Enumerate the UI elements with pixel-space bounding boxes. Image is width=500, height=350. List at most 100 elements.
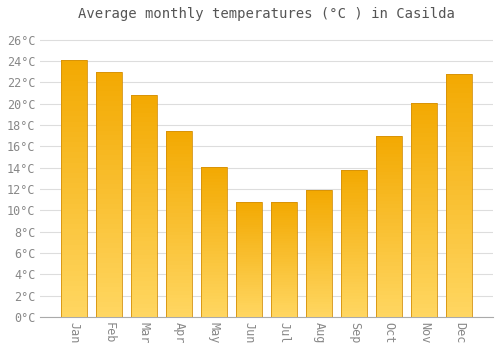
Bar: [271, 257, 297, 259]
Bar: [446, 307, 472, 312]
Bar: [411, 103, 438, 107]
Bar: [201, 167, 228, 169]
Bar: [131, 264, 157, 268]
Bar: [131, 210, 157, 215]
Bar: [306, 198, 332, 200]
Bar: [96, 180, 122, 184]
Bar: [201, 188, 228, 191]
Bar: [166, 191, 192, 194]
Bar: [341, 234, 367, 237]
Bar: [201, 281, 228, 284]
Bar: [271, 308, 297, 310]
Bar: [306, 190, 332, 317]
Bar: [446, 171, 472, 176]
Bar: [376, 288, 402, 292]
Bar: [446, 132, 472, 137]
Bar: [61, 312, 87, 317]
Bar: [236, 289, 262, 292]
Bar: [446, 254, 472, 259]
Bar: [411, 313, 438, 317]
Bar: [96, 209, 122, 214]
Bar: [271, 294, 297, 296]
Bar: [201, 290, 228, 293]
Bar: [166, 250, 192, 254]
Bar: [306, 314, 332, 317]
Bar: [271, 266, 297, 268]
Bar: [201, 227, 228, 230]
Bar: [376, 313, 402, 317]
Bar: [271, 273, 297, 275]
Bar: [236, 229, 262, 232]
Bar: [446, 259, 472, 263]
Bar: [341, 281, 367, 285]
Bar: [96, 72, 122, 77]
Bar: [61, 204, 87, 209]
Bar: [131, 162, 157, 166]
Bar: [341, 273, 367, 276]
Bar: [271, 271, 297, 273]
Bar: [306, 274, 332, 276]
Bar: [271, 289, 297, 292]
Bar: [411, 163, 438, 167]
Bar: [61, 111, 87, 117]
Bar: [61, 96, 87, 101]
Bar: [376, 306, 402, 309]
Bar: [201, 284, 228, 287]
Bar: [446, 186, 472, 190]
Bar: [61, 234, 87, 240]
Bar: [446, 288, 472, 293]
Bar: [306, 190, 332, 192]
Bar: [446, 312, 472, 317]
Bar: [166, 284, 192, 287]
Bar: [201, 269, 228, 272]
Bar: [61, 250, 87, 255]
Bar: [61, 271, 87, 276]
Bar: [201, 248, 228, 251]
Bar: [61, 86, 87, 91]
Bar: [201, 314, 228, 317]
Bar: [411, 180, 438, 184]
Bar: [236, 271, 262, 273]
Bar: [411, 167, 438, 171]
Bar: [306, 215, 332, 218]
Bar: [411, 300, 438, 304]
Bar: [446, 108, 472, 113]
Bar: [411, 193, 438, 197]
Bar: [376, 252, 402, 255]
Bar: [236, 305, 262, 308]
Bar: [236, 310, 262, 312]
Bar: [306, 289, 332, 292]
Bar: [236, 312, 262, 315]
Bar: [131, 188, 157, 193]
Bar: [61, 265, 87, 271]
Bar: [201, 296, 228, 299]
Bar: [61, 127, 87, 132]
Bar: [236, 308, 262, 310]
Bar: [271, 287, 297, 289]
Bar: [446, 74, 472, 317]
Bar: [166, 265, 192, 268]
Bar: [131, 313, 157, 317]
Bar: [166, 139, 192, 142]
Bar: [166, 172, 192, 176]
Bar: [166, 202, 192, 205]
Bar: [236, 257, 262, 259]
Bar: [61, 240, 87, 245]
Bar: [96, 273, 122, 278]
Bar: [341, 229, 367, 231]
Bar: [166, 287, 192, 291]
Bar: [201, 176, 228, 178]
Bar: [166, 183, 192, 187]
Bar: [201, 260, 228, 263]
Bar: [166, 131, 192, 135]
Bar: [376, 277, 402, 281]
Bar: [201, 191, 228, 194]
Bar: [131, 170, 157, 175]
Bar: [271, 218, 297, 220]
Bar: [131, 255, 157, 259]
Bar: [341, 182, 367, 184]
Bar: [201, 293, 228, 296]
Bar: [306, 266, 332, 268]
Bar: [96, 126, 122, 131]
Bar: [61, 70, 87, 75]
